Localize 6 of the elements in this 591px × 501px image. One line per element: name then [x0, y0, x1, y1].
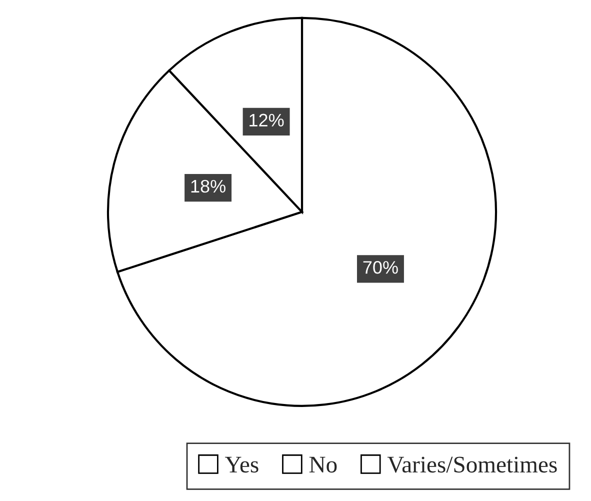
legend-label: Yes — [225, 456, 258, 473]
data-label: 70% — [363, 261, 398, 274]
data-label: 12% — [250, 114, 284, 127]
legend-label: Varies/Sometimes — [387, 456, 557, 473]
legend-label: No — [309, 456, 337, 473]
data-label: 18% — [191, 180, 226, 193]
